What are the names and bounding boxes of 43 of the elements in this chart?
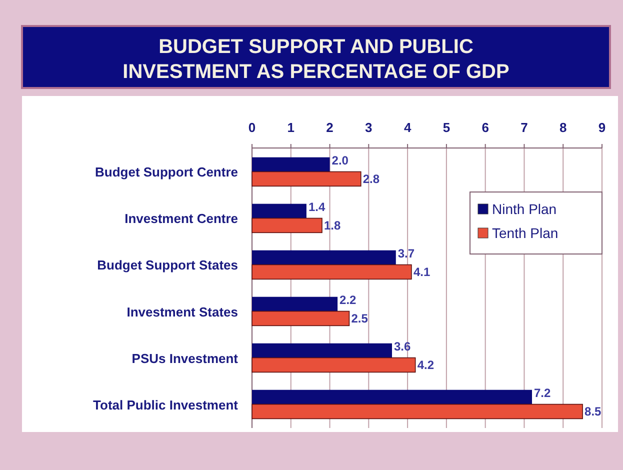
bar — [252, 310, 350, 326]
bar — [252, 157, 330, 172]
y-tick-label: Investment Centre — [124, 211, 238, 226]
data-label: 2.0 — [332, 154, 349, 168]
bar — [252, 404, 583, 420]
data-label: 2.5 — [351, 311, 368, 326]
data-label: 7.2 — [534, 386, 552, 400]
x-tick-label: 5 — [442, 120, 450, 135]
bar — [252, 250, 396, 265]
x-tick-label: 2 — [326, 120, 334, 135]
x-tick-label: 8 — [559, 120, 567, 135]
bar — [252, 171, 362, 187]
legend-label: Tenth Plan — [492, 225, 558, 241]
bar — [252, 343, 392, 358]
x-tick-label: 3 — [365, 120, 372, 135]
y-tick-label: Budget Support Centre — [95, 164, 238, 180]
y-tick-label: Investment States — [126, 304, 238, 320]
bar — [252, 357, 416, 373]
x-tick-label: 7 — [520, 120, 528, 135]
data-label: 1.8 — [324, 218, 342, 232]
y-tick-label: Total Public Investment — [93, 397, 239, 412]
bar — [252, 264, 412, 280]
data-label: 4.1 — [413, 264, 430, 279]
data-label: 3.7 — [398, 246, 415, 261]
x-tick-label: 4 — [404, 120, 412, 135]
data-label: 2.2 — [340, 293, 357, 308]
legend-label: Ninth Plan — [492, 201, 557, 217]
x-tick-label: 9 — [598, 120, 606, 135]
bar — [252, 390, 532, 404]
data-label: 2.8 — [362, 172, 380, 186]
x-tick-label: 0 — [248, 120, 256, 135]
data-label: 3.6 — [394, 340, 412, 354]
data-label: 1.4 — [308, 200, 326, 214]
x-tick-label: 1 — [287, 120, 295, 135]
bar — [252, 296, 338, 312]
y-tick-label: PSUs Investment — [132, 350, 239, 366]
y-tick-label: Budget Support States — [97, 258, 238, 273]
bar — [252, 204, 306, 218]
data-label: 4.2 — [417, 358, 434, 372]
data-label: 8.5 — [584, 404, 602, 418]
bar — [252, 218, 322, 234]
x-tick-label: 6 — [482, 120, 489, 135]
chart-title: BUDGET SUPPORT AND PUBLIC INVESTMENT AS PERCENTAGE OF GDP — [122, 36, 510, 83]
